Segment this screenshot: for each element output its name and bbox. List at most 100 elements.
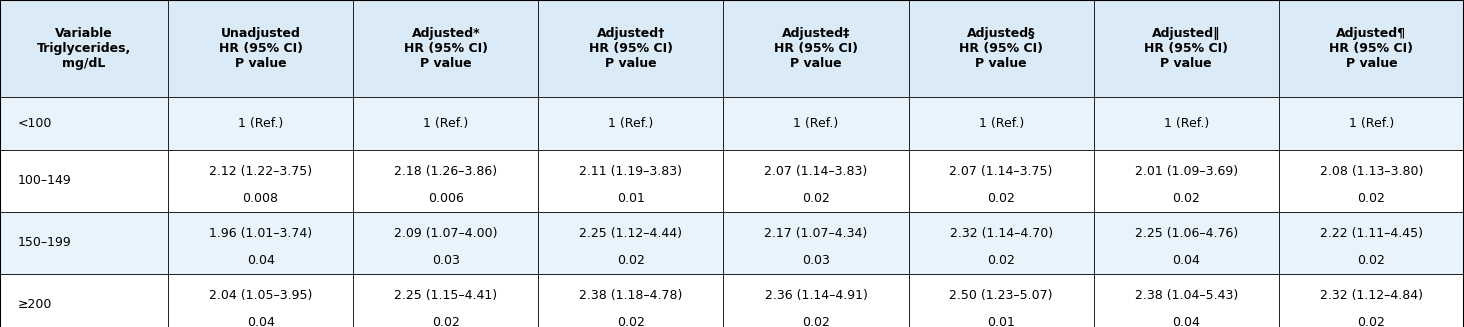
Bar <box>723 150 909 212</box>
Bar <box>168 0 353 97</box>
Bar <box>353 97 539 150</box>
Bar <box>353 212 539 274</box>
Text: 2.07 (1.14–3.83): 2.07 (1.14–3.83) <box>764 165 868 178</box>
Bar <box>539 97 723 150</box>
Bar <box>1280 97 1464 150</box>
Bar <box>353 0 539 97</box>
Text: 2.04 (1.05–3.95): 2.04 (1.05–3.95) <box>209 289 312 302</box>
Bar <box>1280 212 1464 274</box>
Text: 2.32 (1.14–4.70): 2.32 (1.14–4.70) <box>950 227 1053 240</box>
Bar <box>168 150 353 212</box>
Text: 2.36 (1.14–4.91): 2.36 (1.14–4.91) <box>764 289 868 302</box>
Text: 0.04: 0.04 <box>246 316 275 327</box>
Text: 1 (Ref.): 1 (Ref.) <box>793 117 839 130</box>
Text: Adjusted§
HR (95% CI)
P value: Adjusted§ HR (95% CI) P value <box>959 27 1044 70</box>
Text: 0.02: 0.02 <box>1357 254 1385 267</box>
Text: 2.12 (1.22–3.75): 2.12 (1.22–3.75) <box>209 165 312 178</box>
Bar <box>168 97 353 150</box>
Text: 2.18 (1.26–3.86): 2.18 (1.26–3.86) <box>394 165 498 178</box>
Text: 0.02: 0.02 <box>987 254 1015 267</box>
Bar <box>353 150 539 212</box>
Text: 0.01: 0.01 <box>616 192 644 205</box>
Bar <box>353 274 539 327</box>
Bar <box>723 212 909 274</box>
Text: 0.02: 0.02 <box>802 316 830 327</box>
Text: 0.02: 0.02 <box>1357 316 1385 327</box>
Bar <box>1094 0 1280 97</box>
Text: 0.02: 0.02 <box>432 316 460 327</box>
Text: 1 (Ref.): 1 (Ref.) <box>608 117 653 130</box>
Text: 0.01: 0.01 <box>987 316 1015 327</box>
Bar <box>723 274 909 327</box>
Bar <box>539 0 723 97</box>
Bar <box>0 212 168 274</box>
Text: Adjusted‡
HR (95% CI)
P value: Adjusted‡ HR (95% CI) P value <box>774 27 858 70</box>
Text: 2.17 (1.07–4.34): 2.17 (1.07–4.34) <box>764 227 868 240</box>
Text: Adjusted*
HR (95% CI)
P value: Adjusted* HR (95% CI) P value <box>404 27 488 70</box>
Text: 0.008: 0.008 <box>243 192 278 205</box>
Text: 1 (Ref.): 1 (Ref.) <box>1348 117 1394 130</box>
Bar <box>1280 150 1464 212</box>
Text: 1 (Ref.): 1 (Ref.) <box>239 117 283 130</box>
Text: 1.96 (1.01–3.74): 1.96 (1.01–3.74) <box>209 227 312 240</box>
Text: 0.04: 0.04 <box>1173 254 1200 267</box>
Text: 0.03: 0.03 <box>802 254 830 267</box>
Bar <box>909 150 1094 212</box>
Text: 2.38 (1.04–5.43): 2.38 (1.04–5.43) <box>1135 289 1239 302</box>
Text: 2.25 (1.15–4.41): 2.25 (1.15–4.41) <box>394 289 498 302</box>
Text: 0.02: 0.02 <box>616 254 644 267</box>
Text: <100: <100 <box>18 117 51 130</box>
Bar <box>1094 212 1280 274</box>
Text: 2.25 (1.12–4.44): 2.25 (1.12–4.44) <box>580 227 682 240</box>
Bar <box>723 0 909 97</box>
Bar <box>1094 97 1280 150</box>
Text: 2.09 (1.07–4.00): 2.09 (1.07–4.00) <box>394 227 498 240</box>
Bar <box>168 274 353 327</box>
Bar <box>539 274 723 327</box>
Text: 2.25 (1.06–4.76): 2.25 (1.06–4.76) <box>1135 227 1239 240</box>
Text: 1 (Ref.): 1 (Ref.) <box>978 117 1023 130</box>
Bar <box>0 0 168 97</box>
Bar <box>723 97 909 150</box>
Text: Adjusted†
HR (95% CI)
P value: Adjusted† HR (95% CI) P value <box>589 27 673 70</box>
Text: 0.02: 0.02 <box>616 316 644 327</box>
Text: 2.11 (1.19–3.83): 2.11 (1.19–3.83) <box>580 165 682 178</box>
Text: 150–199: 150–199 <box>18 236 72 250</box>
Text: 2.32 (1.12–4.84): 2.32 (1.12–4.84) <box>1321 289 1423 302</box>
Bar <box>1280 0 1464 97</box>
Text: 100–149: 100–149 <box>18 175 72 187</box>
Bar <box>909 0 1094 97</box>
Text: 0.02: 0.02 <box>1173 192 1200 205</box>
Text: 2.38 (1.18–4.78): 2.38 (1.18–4.78) <box>580 289 682 302</box>
Text: 1 (Ref.): 1 (Ref.) <box>1164 117 1209 130</box>
Bar <box>0 97 168 150</box>
Bar <box>1094 150 1280 212</box>
Text: 1 (Ref.): 1 (Ref.) <box>423 117 468 130</box>
Text: ≥200: ≥200 <box>18 299 51 312</box>
Bar <box>539 150 723 212</box>
Bar <box>909 97 1094 150</box>
Text: 2.07 (1.14–3.75): 2.07 (1.14–3.75) <box>950 165 1053 178</box>
Text: 0.006: 0.006 <box>427 192 464 205</box>
Bar <box>0 150 168 212</box>
Bar <box>909 274 1094 327</box>
Text: Adjusted¶
HR (95% CI)
P value: Adjusted¶ HR (95% CI) P value <box>1329 27 1413 70</box>
Text: 0.02: 0.02 <box>987 192 1015 205</box>
Bar <box>168 212 353 274</box>
Bar <box>909 212 1094 274</box>
Bar <box>0 274 168 327</box>
Text: 0.03: 0.03 <box>432 254 460 267</box>
Text: Variable
Triglycerides,
mg/dL: Variable Triglycerides, mg/dL <box>37 27 132 70</box>
Text: Unadjusted
HR (95% CI)
P value: Unadjusted HR (95% CI) P value <box>218 27 303 70</box>
Text: Adjusted‖
HR (95% CI)
P value: Adjusted‖ HR (95% CI) P value <box>1145 27 1228 70</box>
Text: 2.08 (1.13–3.80): 2.08 (1.13–3.80) <box>1319 165 1423 178</box>
Text: 0.02: 0.02 <box>802 192 830 205</box>
Text: 0.02: 0.02 <box>1357 192 1385 205</box>
Bar <box>1094 274 1280 327</box>
Text: 2.22 (1.11–4.45): 2.22 (1.11–4.45) <box>1321 227 1423 240</box>
Text: 2.01 (1.09–3.69): 2.01 (1.09–3.69) <box>1135 165 1239 178</box>
Text: 0.04: 0.04 <box>1173 316 1200 327</box>
Bar <box>539 212 723 274</box>
Bar <box>1280 274 1464 327</box>
Text: 2.50 (1.23–5.07): 2.50 (1.23–5.07) <box>950 289 1053 302</box>
